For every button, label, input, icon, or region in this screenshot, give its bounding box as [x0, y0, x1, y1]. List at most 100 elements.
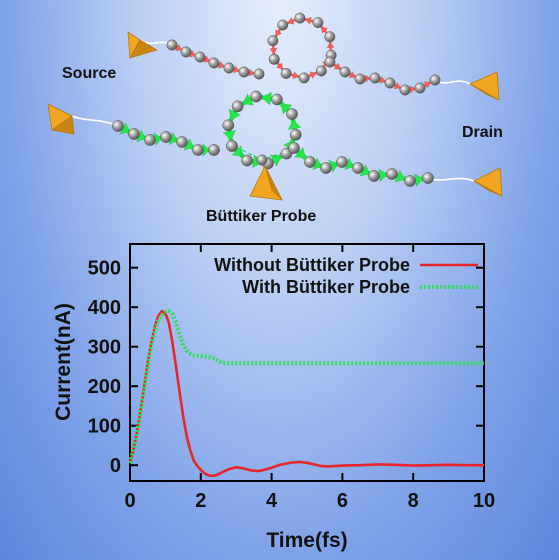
atom	[277, 19, 289, 31]
atom	[339, 66, 351, 78]
atom	[384, 77, 396, 89]
atom	[166, 39, 178, 51]
source-label: Source	[62, 65, 116, 82]
current-arrow-head	[269, 47, 278, 55]
atom	[368, 170, 380, 182]
atom	[128, 128, 140, 140]
y-tick-label: 500	[88, 258, 121, 280]
atom	[253, 68, 265, 80]
atom	[286, 108, 298, 120]
x-tick-label: 10	[473, 490, 495, 512]
x-axis-ticks: 0 2 4 6 8 10	[124, 244, 495, 512]
atom	[180, 46, 192, 58]
atom	[315, 65, 327, 77]
drain-label: Drain	[462, 124, 503, 141]
molecule-without-probe	[139, 12, 471, 96]
atom	[226, 140, 238, 152]
current-arrow-head	[304, 16, 312, 25]
atom	[414, 82, 426, 94]
atom	[222, 119, 235, 132]
probe-atom	[256, 154, 268, 166]
current-arrow-head	[228, 108, 242, 121]
current-arrow-head	[222, 130, 237, 141]
current-arrow-head	[292, 71, 300, 80]
atom	[176, 136, 188, 148]
atom	[238, 66, 250, 78]
current-arrow-head	[423, 81, 432, 89]
atom	[241, 154, 253, 167]
atom	[267, 35, 279, 47]
current-arrow-head	[174, 43, 183, 51]
probe-electrode-shade	[264, 165, 283, 201]
current-arrow-head	[333, 62, 342, 70]
current-arrow-head	[287, 17, 295, 25]
current-arrow-head	[287, 119, 302, 130]
atom	[288, 142, 300, 154]
probe-label: Büttiker Probe	[206, 208, 316, 225]
atom	[112, 120, 124, 132]
atom	[324, 31, 336, 43]
source-electrode-top-shade	[129, 39, 158, 59]
atom	[268, 53, 280, 65]
current-arrow-head	[326, 41, 335, 49]
current-arrow-head	[261, 91, 272, 106]
atom	[289, 128, 302, 141]
x-tick-label: 0	[124, 490, 135, 512]
electrode-bond	[427, 177, 475, 182]
drain-electrode-bottom-shade	[473, 180, 503, 197]
y-tick-label: 400	[88, 297, 121, 319]
current-arrow-head	[275, 29, 283, 37]
current-arrow-head	[378, 168, 388, 183]
atom	[399, 84, 411, 96]
atom	[208, 57, 220, 69]
x-tick-label: 4	[266, 490, 278, 512]
current-arrow-head	[217, 60, 226, 69]
atom	[250, 90, 262, 103]
current-arrow-head	[309, 71, 317, 79]
legend-entry-label: Without Büttiker Probe	[214, 255, 410, 275]
y-tick-label: 200	[88, 376, 121, 398]
current-arrow-head	[378, 75, 387, 84]
atom	[324, 56, 336, 68]
drain-electrode-bottom	[473, 167, 503, 197]
atom	[144, 134, 156, 146]
y-axis-ticks: 0 100 200 300 400 500	[88, 258, 484, 477]
atom	[352, 162, 364, 174]
x-tick-label: 2	[195, 490, 206, 512]
y-tick-label: 0	[110, 455, 121, 477]
current-arrow-head	[348, 70, 357, 79]
atom	[354, 73, 366, 85]
x-axis-label: Time(fs)	[266, 529, 347, 552]
atom	[294, 12, 306, 24]
atom	[160, 131, 172, 143]
atom	[429, 74, 441, 86]
y-tick-label: 300	[88, 337, 121, 359]
current-arrow-head	[231, 145, 244, 157]
atom	[192, 144, 204, 156]
atom	[404, 175, 416, 187]
x-tick-label: 6	[337, 490, 348, 512]
current-time-chart: 0 100 200 300 400 500 0 2 4 6 8 10 Without Büttike…	[52, 243, 495, 552]
current-arrow-head	[294, 146, 306, 159]
molecular-junction-diagram: Source Drain Büttiker Probe	[47, 12, 503, 225]
y-tick-label: 100	[88, 416, 121, 438]
electrodes	[47, 31, 503, 201]
drain-electrode-top-shade	[469, 83, 500, 101]
atom	[280, 67, 292, 79]
x-tick-label: 8	[408, 490, 419, 512]
atom	[304, 156, 316, 168]
series-group	[128, 309, 484, 478]
legend-entry-label: With Büttiker Probe	[242, 277, 410, 297]
current-arrow-head	[242, 93, 254, 106]
atom	[298, 72, 310, 84]
current-arrow-head	[275, 62, 284, 70]
atom	[369, 72, 381, 84]
atom	[312, 17, 324, 29]
current-arrow-head	[270, 154, 282, 167]
atom	[223, 62, 235, 74]
current-arrow-head	[280, 103, 293, 115]
series-line-2	[128, 309, 484, 464]
atom	[208, 144, 220, 156]
